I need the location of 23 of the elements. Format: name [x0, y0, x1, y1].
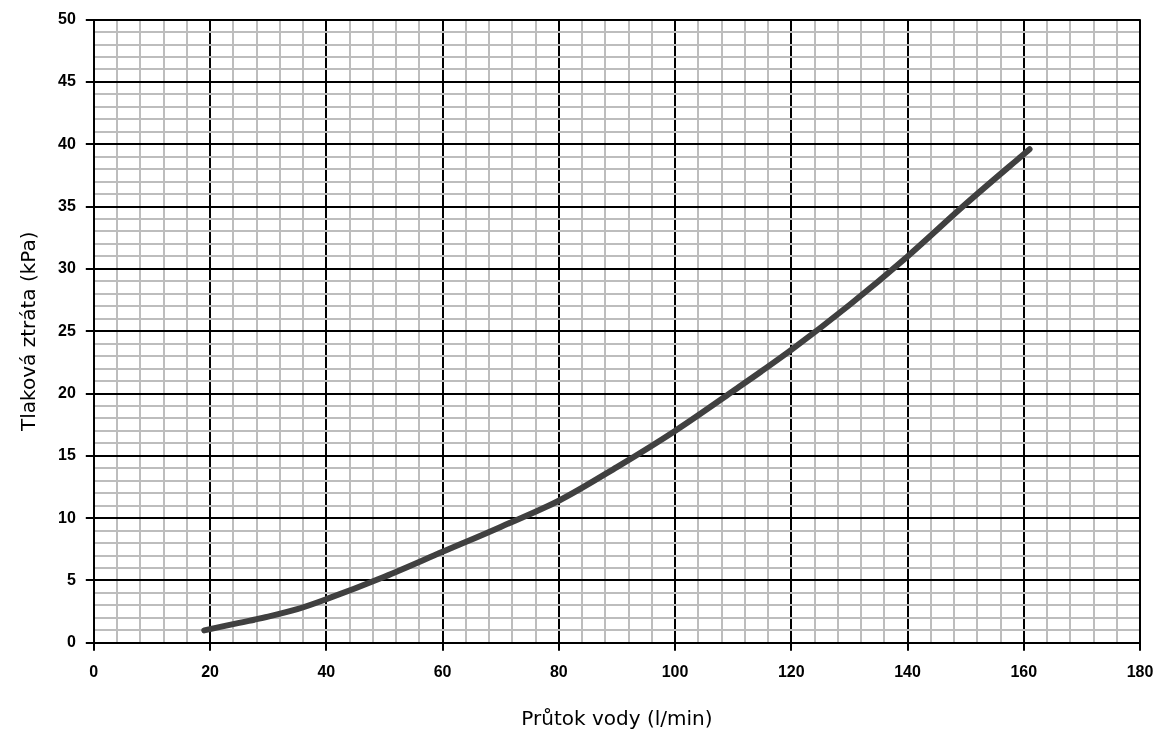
- y-tick-label: 20: [58, 383, 76, 401]
- y-tick-label: 5: [66, 570, 76, 588]
- y-tick-label: 10: [58, 508, 76, 526]
- y-tick-label: 50: [58, 10, 76, 28]
- y-tick-label: 35: [58, 196, 76, 214]
- y-tick-label: 0: [66, 633, 76, 651]
- y-tick-label: 45: [58, 72, 76, 90]
- x-tick-label: 80: [549, 662, 568, 680]
- x-tick-label: 160: [1010, 662, 1038, 680]
- y-tick-label: 25: [58, 321, 76, 339]
- y-tick-label: 40: [58, 134, 76, 152]
- x-tick-label: 100: [661, 662, 689, 680]
- y-tick-label: 30: [58, 259, 76, 277]
- x-tick-label: 140: [894, 662, 921, 680]
- x-tick-label: 0: [89, 662, 99, 680]
- x-tick-label: 20: [201, 662, 220, 680]
- x-axis-title: Průtok vody (l/min): [521, 706, 713, 731]
- y-axis-title: Tlaková ztráta (kPa): [16, 231, 41, 432]
- x-tick-label: 180: [1126, 662, 1154, 680]
- y-tick-label: 15: [58, 446, 76, 464]
- x-tick-label: 40: [317, 662, 336, 680]
- x-tick-label: 60: [433, 662, 452, 680]
- x-tick-label: 120: [777, 662, 805, 680]
